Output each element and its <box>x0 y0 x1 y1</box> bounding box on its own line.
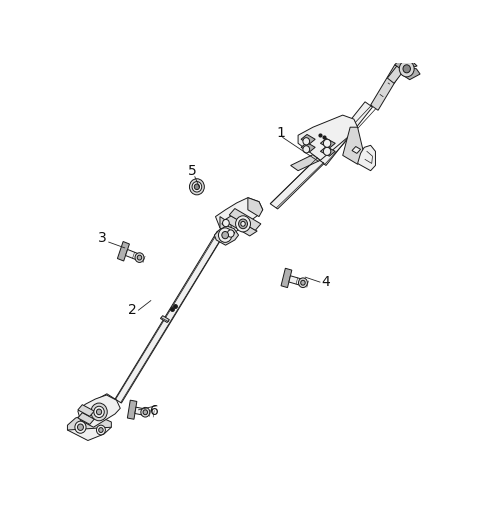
Polygon shape <box>115 231 224 403</box>
Text: 4: 4 <box>322 275 330 289</box>
Text: 2: 2 <box>128 303 137 317</box>
Circle shape <box>96 409 102 415</box>
Polygon shape <box>402 67 420 79</box>
Circle shape <box>91 403 107 421</box>
Circle shape <box>403 65 410 73</box>
Polygon shape <box>358 145 375 170</box>
Polygon shape <box>395 60 417 70</box>
Circle shape <box>75 421 86 433</box>
Polygon shape <box>290 155 321 170</box>
Circle shape <box>241 221 245 226</box>
Polygon shape <box>343 127 365 164</box>
Text: 5: 5 <box>188 165 196 178</box>
Polygon shape <box>321 146 335 156</box>
Circle shape <box>94 406 104 417</box>
Polygon shape <box>371 65 402 110</box>
Polygon shape <box>301 142 315 152</box>
Circle shape <box>218 228 232 242</box>
Polygon shape <box>85 394 115 411</box>
Circle shape <box>303 146 310 153</box>
Polygon shape <box>78 395 120 427</box>
Polygon shape <box>352 146 360 153</box>
Polygon shape <box>78 405 94 416</box>
Text: 3: 3 <box>98 231 107 245</box>
Polygon shape <box>227 230 235 237</box>
Polygon shape <box>118 242 130 261</box>
Circle shape <box>228 230 234 237</box>
Circle shape <box>190 179 204 195</box>
Circle shape <box>324 139 331 147</box>
Polygon shape <box>321 139 335 148</box>
Polygon shape <box>298 115 358 160</box>
Circle shape <box>141 407 150 417</box>
Polygon shape <box>229 209 261 230</box>
Polygon shape <box>78 413 94 424</box>
Circle shape <box>137 255 142 260</box>
Polygon shape <box>215 226 239 245</box>
Text: 1: 1 <box>277 126 286 140</box>
Polygon shape <box>248 198 263 217</box>
Polygon shape <box>135 407 146 415</box>
Circle shape <box>299 278 307 288</box>
Circle shape <box>77 424 84 430</box>
Polygon shape <box>281 268 292 288</box>
Circle shape <box>135 253 144 263</box>
Circle shape <box>236 216 251 232</box>
Polygon shape <box>289 276 304 286</box>
Polygon shape <box>270 158 324 209</box>
Polygon shape <box>127 400 137 419</box>
Circle shape <box>96 425 106 435</box>
Circle shape <box>303 138 310 145</box>
Polygon shape <box>224 216 257 236</box>
Polygon shape <box>126 249 141 260</box>
Polygon shape <box>216 198 263 235</box>
Text: 6: 6 <box>150 404 159 418</box>
Circle shape <box>399 61 414 77</box>
Polygon shape <box>67 413 111 430</box>
Polygon shape <box>387 62 407 83</box>
Circle shape <box>99 428 103 433</box>
Polygon shape <box>67 418 111 440</box>
Polygon shape <box>301 134 315 144</box>
Polygon shape <box>220 217 231 235</box>
Circle shape <box>239 219 248 229</box>
Circle shape <box>223 220 229 226</box>
Polygon shape <box>298 115 358 143</box>
Circle shape <box>222 232 228 238</box>
Polygon shape <box>222 220 230 226</box>
Circle shape <box>324 147 331 155</box>
Circle shape <box>301 280 305 285</box>
Circle shape <box>192 181 202 192</box>
Circle shape <box>143 410 147 415</box>
Polygon shape <box>319 102 372 165</box>
Polygon shape <box>160 316 169 323</box>
Circle shape <box>194 184 200 190</box>
